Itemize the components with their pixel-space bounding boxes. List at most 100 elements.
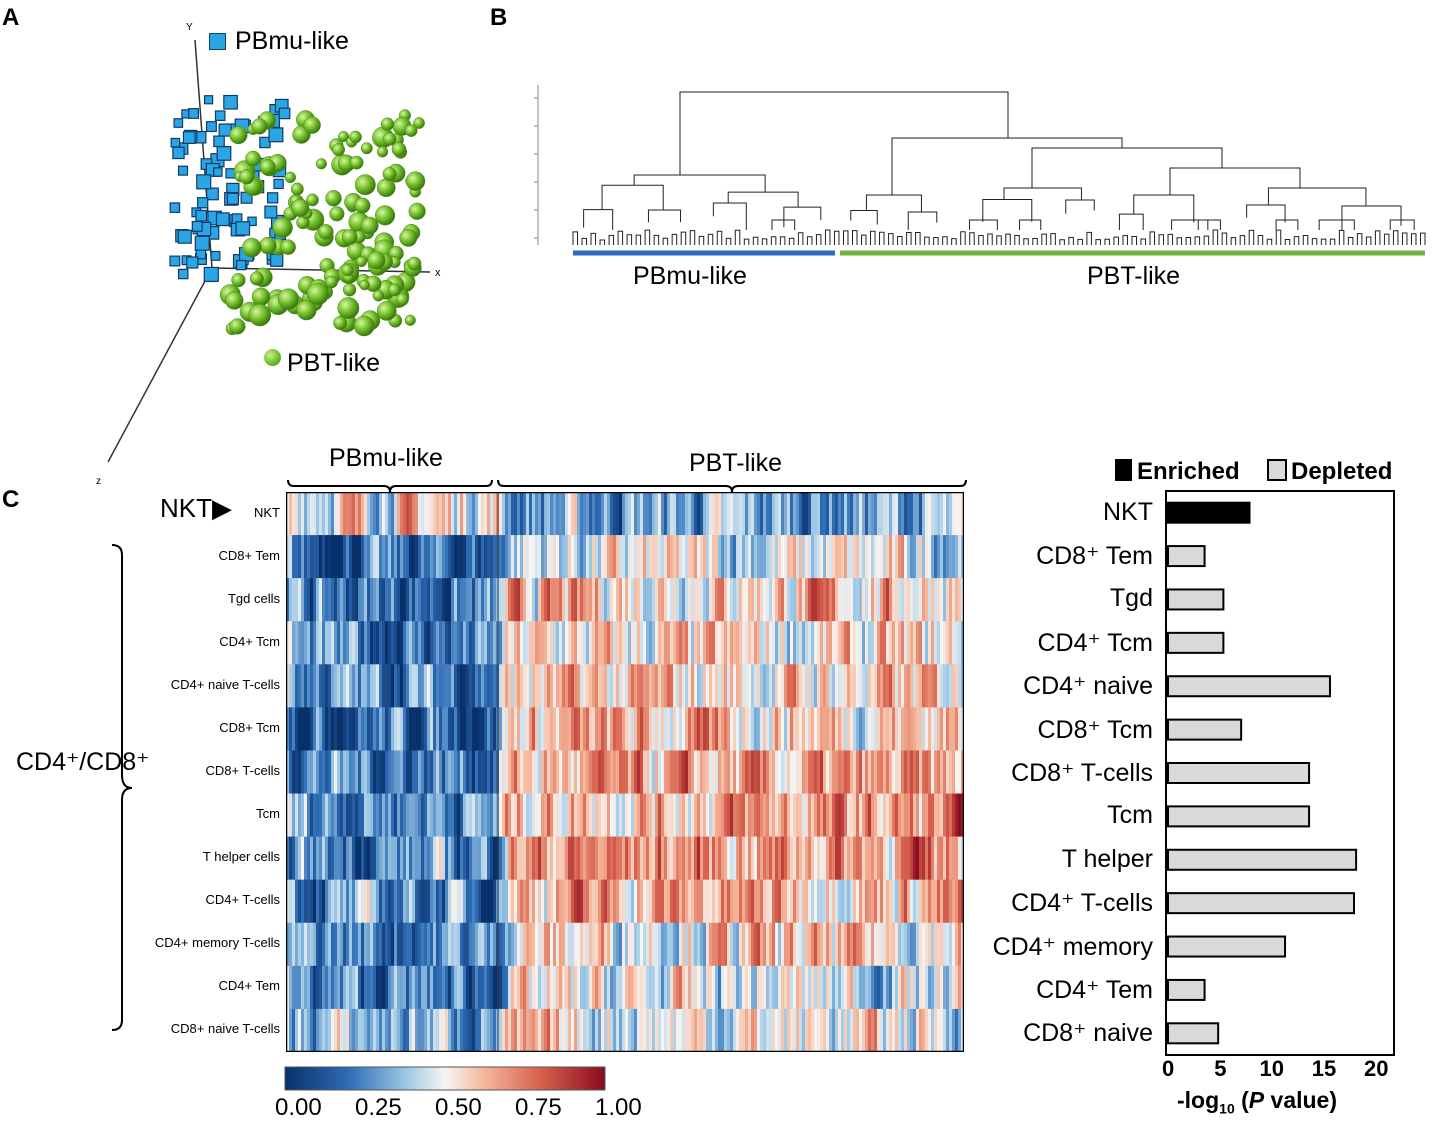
pbt-point — [383, 132, 397, 146]
legend-enriched-label: Enriched — [1137, 458, 1240, 485]
bar-x-tick-label: 5 — [1214, 1056, 1227, 1081]
pbmu-point — [177, 229, 192, 244]
pbt-legend-sphere — [264, 349, 281, 366]
pbt-point — [303, 116, 321, 134]
bar-x-tick-label: 20 — [1364, 1056, 1389, 1081]
pbmu-point — [223, 94, 238, 110]
pbt-point — [272, 217, 293, 238]
legend-pbmu-label: PBmu-like — [235, 27, 349, 55]
pbt-point — [296, 300, 317, 321]
pbt-point — [249, 271, 264, 286]
pbt-point — [284, 171, 296, 184]
pbmu-point — [225, 168, 236, 179]
pbt-point — [259, 236, 277, 255]
nkt-callout: NKT▶ — [160, 493, 232, 523]
bar-category-label: Tgd — [1109, 584, 1153, 613]
dendrogram — [534, 85, 1426, 256]
heatmap-frame — [286, 492, 964, 1052]
pbt-point — [413, 117, 425, 129]
pbt-point — [291, 198, 310, 217]
pbt-point — [306, 282, 329, 306]
pbt-point — [333, 315, 348, 330]
bar-category-label: CD8⁺ Tcm — [1037, 715, 1153, 744]
pbmu-point — [191, 220, 203, 232]
pbt-point — [405, 171, 426, 191]
bar-category-label: CD4⁺ T-cells — [1011, 889, 1153, 918]
pbt-point — [404, 314, 416, 326]
heatmap-row-label: CD8+ Tem — [218, 547, 280, 563]
pbt-point — [239, 169, 255, 185]
heatmap-row-label: CD4+ naive T-cells — [170, 676, 280, 692]
pbmu-point — [264, 205, 278, 219]
pbt-point — [251, 287, 271, 306]
pbt-point — [349, 130, 362, 144]
heatmap-row-label: CD8+ T-cells — [205, 763, 280, 778]
z-axis-line — [107, 267, 213, 463]
heatmap-row-label: CD8+ naive T-cells — [170, 1021, 280, 1037]
bar-x-tick-label: 0 — [1162, 1056, 1175, 1081]
pbmu-point — [259, 136, 271, 149]
pbt-point — [408, 202, 426, 220]
pbt-point — [290, 182, 304, 196]
bar-x-tick-label: 10 — [1259, 1056, 1284, 1081]
pbmu-point — [173, 118, 184, 128]
pbt-point — [277, 288, 300, 310]
pbt-point — [380, 117, 395, 131]
pbt-point — [367, 251, 386, 270]
bar-x-tick-label: 15 — [1311, 1056, 1337, 1081]
y-axis-label: Y — [186, 22, 193, 33]
heatmap-row-label: CD4+ T-cells — [205, 892, 280, 908]
bar-x-axis-label: -log10 (P value) — [1177, 1087, 1338, 1117]
colorbar-tick-label: 0.50 — [435, 1094, 482, 1121]
bar-category-label: CD4⁺ naive — [1023, 672, 1153, 701]
pbmu-point — [177, 165, 189, 176]
pbt-point — [317, 224, 334, 240]
pbt-point — [354, 174, 376, 196]
pbmu-point — [203, 266, 219, 283]
pbmu-point — [170, 137, 181, 148]
bar-category-label: CD8⁺ naive — [1023, 1019, 1153, 1048]
pbmu-point — [169, 202, 181, 213]
panel-a-scatter-3d: Y x z — [96, 22, 441, 487]
pbt-point — [341, 263, 354, 277]
pbt-point — [332, 143, 346, 157]
pbt-point — [382, 166, 397, 182]
pbt-point — [248, 303, 272, 327]
bar-category-label: CD4⁺ Tcm — [1037, 628, 1153, 657]
scatter-points — [169, 94, 426, 337]
bar-depleted — [1167, 805, 1311, 828]
pbmu-legend-cube — [209, 33, 226, 50]
enriched-swatch — [1115, 459, 1132, 481]
bar-category-label: T helper — [1061, 844, 1153, 873]
pbmu-point — [210, 250, 221, 261]
pbmu-point — [214, 110, 226, 121]
pbmu-point — [273, 178, 284, 190]
panel-b-letter: B — [490, 4, 508, 31]
pbt-point — [399, 228, 418, 247]
pbt-point — [280, 239, 296, 255]
bar-category-label: CD4⁺ Tem — [1036, 975, 1153, 1004]
heatmap — [286, 492, 964, 1052]
pbmu-point — [172, 146, 185, 160]
pbt-point — [225, 291, 244, 310]
bar-chart — [1165, 490, 1395, 1056]
bar-depleted — [1167, 588, 1225, 611]
colorbar-tick-label: 1.00 — [595, 1094, 642, 1121]
pbt-point — [231, 272, 246, 288]
pbt-point — [337, 297, 360, 319]
pbmu-point — [205, 187, 219, 201]
bar-depleted — [1167, 1022, 1220, 1045]
pbt-point — [353, 315, 375, 337]
pbt-point — [229, 318, 246, 335]
bar-depleted — [1167, 978, 1206, 1001]
heatmap-row-label: CD4+ Tem — [218, 978, 280, 994]
pbmu-point — [235, 259, 247, 271]
pbt-point — [376, 178, 396, 198]
bar-depleted — [1167, 892, 1356, 915]
pbt-point — [229, 126, 248, 145]
cd4-cd8-bracket — [111, 544, 133, 1031]
pbmu-point — [270, 253, 284, 267]
heatmap-pbmu-header: PBmu-like — [329, 444, 443, 472]
dendrogram-pbt-label: PBT-like — [1087, 262, 1181, 290]
pbt-point — [338, 131, 350, 143]
